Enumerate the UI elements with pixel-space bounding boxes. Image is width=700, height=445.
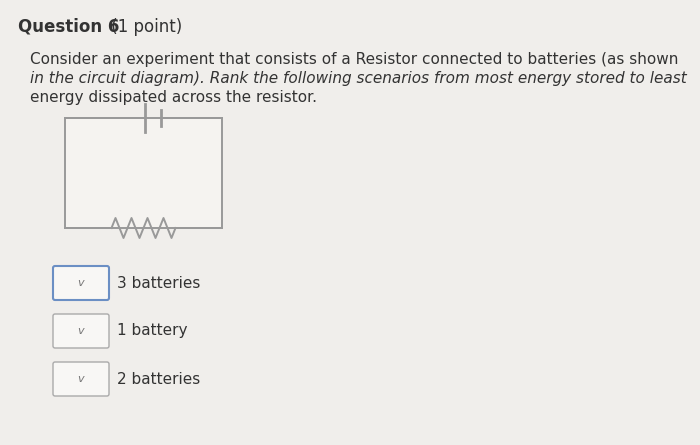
FancyBboxPatch shape <box>53 362 109 396</box>
Text: energy dissipated across the resistor.: energy dissipated across the resistor. <box>30 90 317 105</box>
Text: v: v <box>78 278 84 288</box>
Text: v: v <box>78 326 84 336</box>
Text: v: v <box>78 374 84 384</box>
Text: Question 6: Question 6 <box>18 18 120 36</box>
Text: in the circuit diagram). Rank the following scenarios from most energy stored to: in the circuit diagram). Rank the follow… <box>30 71 687 86</box>
Bar <box>65 118 222 228</box>
Text: 2 batteries: 2 batteries <box>117 372 200 387</box>
Text: (1 point): (1 point) <box>106 18 182 36</box>
Text: 3 batteries: 3 batteries <box>117 275 200 291</box>
Text: Consider an experiment that consists of a Resistor connected to batteries (as sh: Consider an experiment that consists of … <box>30 52 678 67</box>
FancyBboxPatch shape <box>53 314 109 348</box>
FancyBboxPatch shape <box>53 266 109 300</box>
Text: 1 battery: 1 battery <box>117 324 188 339</box>
